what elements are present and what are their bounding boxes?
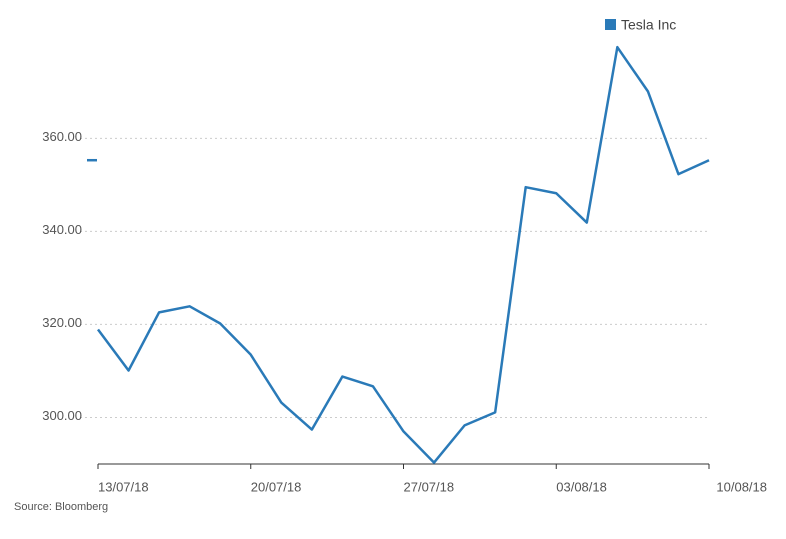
x-tick-label: 20/07/18 xyxy=(251,479,302,494)
legend-label: Tesla Inc xyxy=(621,17,676,33)
source-note: Source: Bloomberg xyxy=(14,501,108,513)
y-tick-label: 320.00 xyxy=(42,315,82,330)
x-tick-label: 03/08/18 xyxy=(556,479,607,494)
y-tick-label: 360.00 xyxy=(42,129,82,144)
legend-swatch xyxy=(605,19,616,30)
line-series xyxy=(96,45,710,464)
x-tick-label: 13/07/18 xyxy=(98,479,149,494)
x-tick-label: 27/07/18 xyxy=(404,479,455,494)
y-tick-label: 300.00 xyxy=(42,408,82,423)
y-tick-label: 340.00 xyxy=(42,222,82,237)
x-tick-label: 10/08/18 xyxy=(716,479,767,494)
